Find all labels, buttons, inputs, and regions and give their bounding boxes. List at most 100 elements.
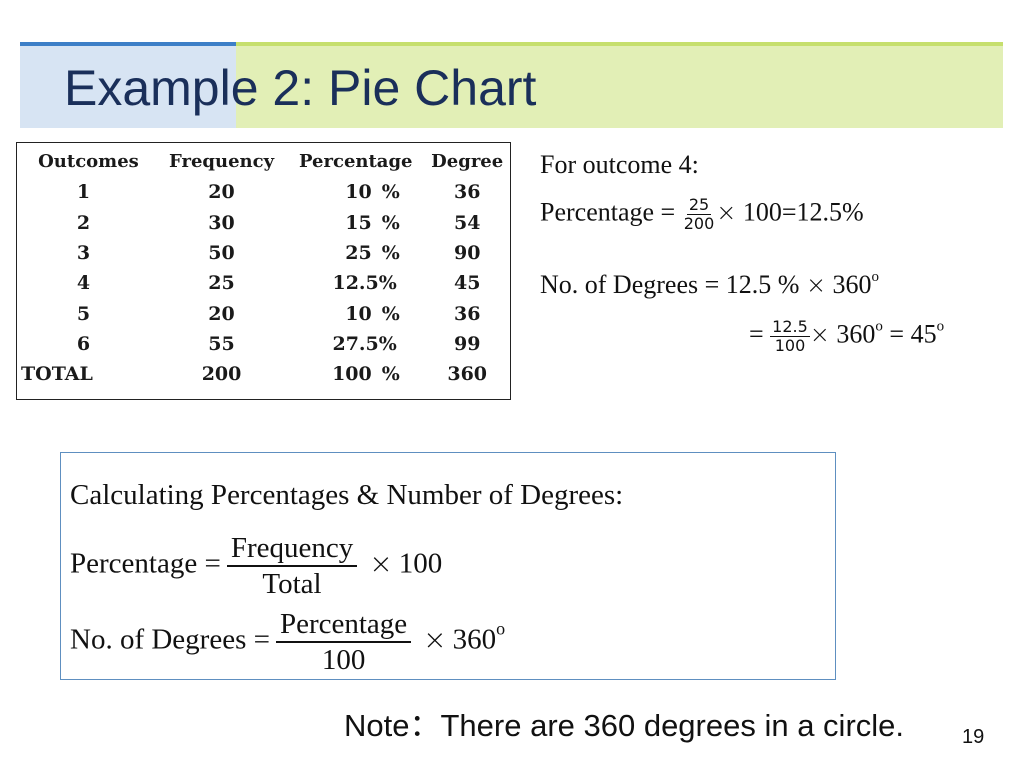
multiply-icon: × — [809, 320, 830, 349]
percent-sign: % — [378, 332, 397, 355]
cell-frequency: 55 — [208, 332, 235, 355]
example-degrees-result: = 45 — [889, 319, 937, 349]
table-row: 4 25 12.5% 45 — [21, 268, 510, 298]
cell-total-label: TOTAL — [21, 363, 93, 386]
header-outcomes: Outcomes — [38, 151, 139, 173]
percentage-value: 10 — [345, 181, 372, 204]
example-degrees-fraction: 12.5 100 — [770, 318, 810, 355]
cell-degree: 36 — [453, 302, 481, 325]
cell-percentage: 15% — [287, 208, 424, 238]
percentage-value: 27.5 — [332, 332, 379, 355]
table-row: 6 55 27.5% 99 — [21, 329, 510, 359]
cell-percentage: 25% — [287, 238, 424, 268]
fraction-denominator: 100 — [321, 644, 366, 676]
cell-outcome: 1 — [76, 181, 91, 204]
example-heading: For outcome 4: — [540, 150, 699, 179]
example-degrees-result-line: = 12.5 100 × 360o = 45o — [749, 318, 944, 355]
outcome-4-example: For outcome 4: Percentage = 25 200 × 100… — [540, 150, 1010, 390]
cell-degree: 45 — [453, 272, 481, 295]
formula-box: Calculating Percentages & Number of Degr… — [60, 452, 836, 680]
example-percentage-factor: 100 — [742, 197, 782, 227]
degree-superscript: o — [496, 618, 506, 639]
degrees-formula: No. of Degrees = Percentage 100 × 360o — [70, 607, 505, 677]
fraction-denominator: 200 — [683, 214, 715, 233]
percentage-formula-label: Percentage = — [70, 547, 221, 580]
percent-sign: % — [381, 302, 400, 325]
cell-outcome: 3 — [76, 242, 91, 265]
percentage-value: 10 — [345, 302, 372, 325]
example-degrees-factor: 360 — [832, 270, 872, 299]
percentage-value: 12.5 — [332, 272, 379, 295]
degrees-formula-factor: 360 — [452, 623, 497, 656]
example-degrees-label: No. of Degrees = 12.5 % — [540, 270, 800, 299]
fraction-numerator: Percentage — [275, 607, 412, 643]
page-number: 19 — [962, 726, 985, 748]
cell-frequency: 20 — [208, 302, 235, 325]
fraction-numerator: Frequency — [226, 531, 358, 567]
cell-percentage: 27.5% — [287, 329, 424, 359]
table-row: 5 20 10% 36 — [21, 298, 510, 328]
percent-sign: % — [381, 242, 400, 265]
cell-percentage: 12.5% — [287, 268, 424, 298]
equals-sign: = — [749, 319, 764, 349]
percent-sign: % — [378, 272, 397, 295]
degree-superscript: o — [871, 269, 880, 285]
cell-outcome: 6 — [76, 332, 91, 355]
multiply-icon: × — [423, 622, 447, 656]
multiply-icon: × — [716, 198, 737, 227]
degrees-formula-fraction: Percentage 100 — [275, 607, 412, 677]
example-degrees-line: No. of Degrees = 12.5 % × 360o — [540, 270, 879, 300]
example-percentage-label: Percentage = — [540, 197, 676, 227]
example-percentage-line: Percentage = 25 200 × 100=12.5% — [540, 196, 864, 233]
percent-sign: % — [381, 181, 400, 204]
table-row: 2 30 15% 54 — [21, 208, 510, 238]
header-degree: Degree — [431, 151, 504, 173]
table-row: 3 50 25% 90 — [21, 238, 510, 268]
cell-frequency: 20 — [208, 181, 235, 204]
fraction-numerator: 25 — [686, 195, 712, 215]
table-header-row: Outcomes Frequency Percentage Degree — [21, 147, 510, 177]
title-banner: Example 2: Pie Chart — [20, 42, 1003, 128]
example-percentage-result: =12.5% — [781, 197, 864, 227]
multiply-icon: × — [369, 546, 393, 580]
example-percentage-fraction: 25 200 — [682, 196, 717, 233]
cell-degree: 36 — [453, 181, 481, 204]
formula-heading: Calculating Percentages & Number of Degr… — [70, 479, 624, 511]
cell-total-frequency: 200 — [201, 363, 242, 386]
title-band-left-accent — [20, 42, 236, 46]
fraction-denominator: Total — [262, 568, 322, 600]
percentage-formula-factor: 100 — [398, 547, 443, 580]
percentage-value: 15 — [345, 211, 372, 234]
percentage-value: 25 — [345, 242, 372, 265]
note-text: Note：There are 360 degrees in a circle. — [344, 708, 905, 743]
header-frequency: Frequency — [169, 151, 275, 173]
frequency-table-box: Outcomes Frequency Percentage Degree 1 2… — [16, 142, 511, 400]
example-degrees-factor: 360 — [836, 319, 876, 349]
percentage-formula-fraction: Frequency Total — [226, 531, 358, 601]
table-row: 1 20 10% 36 — [21, 177, 510, 207]
slide-title: Example 2: Pie Chart — [64, 60, 537, 116]
percentage-formula: Percentage = Frequency Total × 100 — [70, 531, 442, 601]
cell-frequency: 30 — [208, 211, 235, 234]
fraction-numerator: 12.5 — [770, 317, 810, 337]
cell-total-degree: 360 — [447, 363, 488, 386]
cell-percentage: 10% — [287, 177, 424, 207]
cell-frequency: 50 — [208, 242, 235, 265]
cell-total-percentage: 100% — [287, 359, 424, 389]
cell-degree: 54 — [453, 211, 481, 234]
degree-superscript: o — [875, 318, 883, 335]
cell-percentage: 10% — [287, 298, 424, 328]
multiply-icon: × — [805, 271, 827, 299]
title-band-right-accent — [236, 42, 1003, 46]
percent-sign: % — [381, 211, 400, 234]
degree-superscript: o — [936, 318, 945, 335]
fraction-denominator: 100 — [774, 336, 806, 355]
title-band-right — [236, 42, 1003, 128]
cell-outcome: 2 — [76, 211, 91, 234]
cell-degree: 90 — [453, 242, 481, 265]
degrees-formula-label: No. of Degrees = — [70, 623, 270, 656]
frequency-table: Outcomes Frequency Percentage Degree 1 2… — [21, 147, 510, 389]
percentage-value: 100 — [332, 363, 372, 386]
header-percentage: Percentage — [299, 151, 413, 173]
cell-frequency: 25 — [208, 272, 235, 295]
